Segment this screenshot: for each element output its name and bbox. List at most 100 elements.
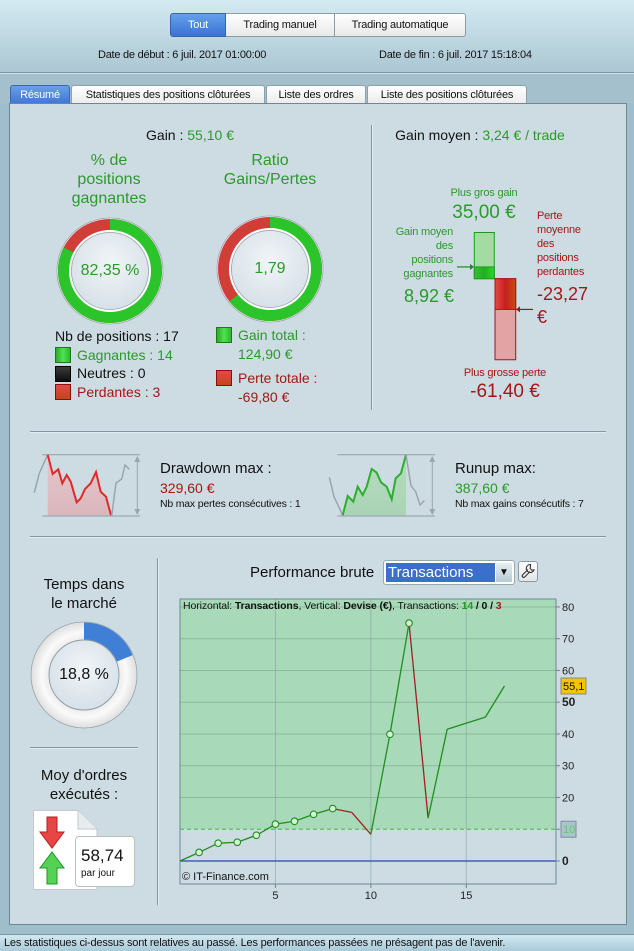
info-vertical-label: , Vertical: bbox=[298, 600, 344, 612]
orders-title: Moy d'ordres exécutés : bbox=[24, 766, 144, 804]
info-wins-count: 14 bbox=[461, 600, 474, 612]
performance-mode-select[interactable]: Transactions ▼ bbox=[383, 560, 515, 585]
data-point-marker bbox=[386, 730, 394, 739]
max-consecutive-gains: Nb max gains consécutifs : 7 bbox=[455, 498, 584, 510]
win-rate-title: % de positions gagnantes bbox=[49, 151, 169, 208]
neutral-count: Neutres : 0 bbox=[77, 365, 146, 381]
series-segment-down bbox=[351, 811, 372, 835]
x-tick-label: 10 bbox=[365, 890, 377, 902]
current-value-label: 55,1 bbox=[563, 681, 584, 693]
y-tick-label: 60 bbox=[562, 665, 574, 677]
losers-swatch bbox=[55, 384, 71, 400]
data-point-marker bbox=[195, 848, 203, 857]
series-segment-up bbox=[389, 623, 410, 735]
y-tick-label: 0 bbox=[562, 854, 569, 868]
market-time-title: Temps dans le marché bbox=[24, 575, 144, 613]
y-tick-label: 50 bbox=[562, 695, 576, 709]
avg-gain-label-line: des bbox=[435, 240, 453, 252]
avg-loss-bar bbox=[494, 278, 517, 310]
gain-loss-ratio-donut: 1,79 bbox=[215, 214, 325, 324]
avg-loss-label-line: Perte bbox=[537, 210, 563, 222]
market-time-value: 18,8 % bbox=[59, 666, 109, 683]
avg-gain-bar bbox=[473, 266, 495, 280]
avg-gain-label: Gain moyen des positions gagnantes bbox=[380, 225, 454, 281]
chart-watermark: © IT-Finance.com bbox=[182, 871, 269, 883]
info-horizontal-value: Transactions bbox=[234, 600, 299, 612]
max-loss-value: -61,40 € bbox=[470, 381, 540, 402]
orders-per-day-value: 58,74 bbox=[81, 846, 124, 865]
max-gain-label: Plus gros gain bbox=[450, 187, 518, 199]
drawdown-sparkline-icon bbox=[30, 450, 150, 522]
donut-inner-rim bbox=[231, 230, 309, 308]
average-gain-value: 3,24 € / trade bbox=[482, 127, 565, 143]
tab-closed-position-stats[interactable]: Statistiques des positions clôturées bbox=[71, 85, 265, 104]
data-point-marker bbox=[328, 804, 337, 813]
loss-total-swatch bbox=[216, 370, 232, 386]
total-gain-label: Gain : bbox=[146, 127, 184, 143]
filter-all-button[interactable]: Tout bbox=[170, 13, 226, 37]
avg-gain-label-line: positions bbox=[411, 254, 453, 266]
max-consecutive-losses: Nb max pertes consécutives : 1 bbox=[160, 498, 301, 510]
tab-closed-position-list[interactable]: Liste des positions clôturées bbox=[367, 85, 527, 104]
data-point-marker bbox=[405, 619, 413, 627]
y-tick-label: 70 bbox=[562, 634, 574, 646]
threshold-badge-label: 10 bbox=[563, 824, 575, 836]
section-divider bbox=[30, 536, 606, 538]
donut-gain-arc bbox=[218, 217, 322, 321]
chart-info-line: Horizontal: Transactions, Vertical: Devi… bbox=[183, 600, 502, 613]
x-tick-label: 5 bbox=[272, 890, 278, 902]
loss-total-value: -69,80 € bbox=[238, 389, 290, 405]
series-segment-up bbox=[466, 716, 486, 724]
y-tick-label: 40 bbox=[562, 729, 574, 741]
win-rate-title-line: % de bbox=[90, 152, 128, 169]
series-segment-up bbox=[484, 685, 506, 718]
max-loss-label: Plus grosse perte bbox=[463, 367, 547, 379]
runup-sparkline-icon bbox=[325, 450, 445, 522]
header-divider bbox=[0, 72, 634, 74]
drawdown-label: Drawdown max : bbox=[160, 460, 272, 477]
tab-summary[interactable]: Résumé bbox=[10, 85, 70, 104]
tab-order-list[interactable]: Liste des ordres bbox=[266, 85, 366, 104]
data-point-marker bbox=[309, 810, 318, 819]
win-rate-title-line: positions bbox=[77, 171, 141, 188]
plot-border bbox=[179, 598, 557, 885]
max-gain-value: 35,00 € bbox=[452, 202, 516, 223]
info-vertical-value: Devise (€) bbox=[343, 600, 392, 612]
info-separator: / bbox=[487, 600, 496, 612]
chart-settings-button[interactable] bbox=[518, 561, 538, 582]
filter-manual-button[interactable]: Trading manuel bbox=[226, 13, 335, 37]
avg-loss-label-line: moyenne bbox=[537, 224, 581, 236]
donut-inner-rim bbox=[71, 232, 149, 310]
performance-title: Performance brute bbox=[250, 564, 375, 581]
filter-automatic-button[interactable]: Trading automatique bbox=[335, 13, 466, 37]
average-gain: Gain moyen : 3,24 € / trade bbox=[380, 126, 580, 144]
total-gain: Gain : 55,10 € bbox=[90, 126, 290, 144]
chevron-down-icon[interactable]: ▼ bbox=[496, 563, 512, 582]
avg-loss-label-line: des bbox=[537, 238, 555, 250]
orders-per-day-box: 58,74 par jour bbox=[75, 836, 135, 887]
info-transactions-label: , Transactions: bbox=[392, 600, 462, 612]
orders-title-line: Moy d'ordres bbox=[40, 767, 128, 784]
positions-total: Nb de positions : 17 bbox=[55, 328, 179, 344]
drawdown-value: 329,60 € bbox=[160, 480, 215, 496]
donut-inner bbox=[48, 639, 120, 711]
data-point-marker bbox=[290, 817, 299, 826]
winners-count: Gagnantes : 14 bbox=[77, 347, 173, 363]
series-segment-up bbox=[447, 722, 467, 730]
ratio-title: Ratio Gains/Pertes bbox=[210, 151, 330, 189]
end-date: Date de fin : 6 juil. 2017 15:18:04 bbox=[379, 49, 532, 61]
data-point-marker bbox=[271, 820, 280, 828]
average-gain-label: Gain moyen : bbox=[395, 127, 479, 143]
buy-arrow-icon bbox=[39, 851, 65, 885]
avg-gain-label-line: Gain moyen bbox=[395, 226, 454, 238]
avg-loss-label: Perte moyenne des positions perdantes bbox=[537, 209, 584, 279]
section-divider bbox=[30, 431, 606, 433]
avg-loss-value: -23,27 € bbox=[537, 284, 589, 327]
donut-inner bbox=[229, 228, 311, 310]
avg-loss-arrow-icon bbox=[516, 306, 533, 313]
losers-count: Perdantes : 3 bbox=[77, 384, 161, 400]
trading-filter-group: Tout Trading manuel Trading automatique bbox=[170, 13, 466, 37]
donut-inner bbox=[69, 230, 151, 312]
info-horizontal-label: Horizontal: bbox=[183, 600, 235, 612]
